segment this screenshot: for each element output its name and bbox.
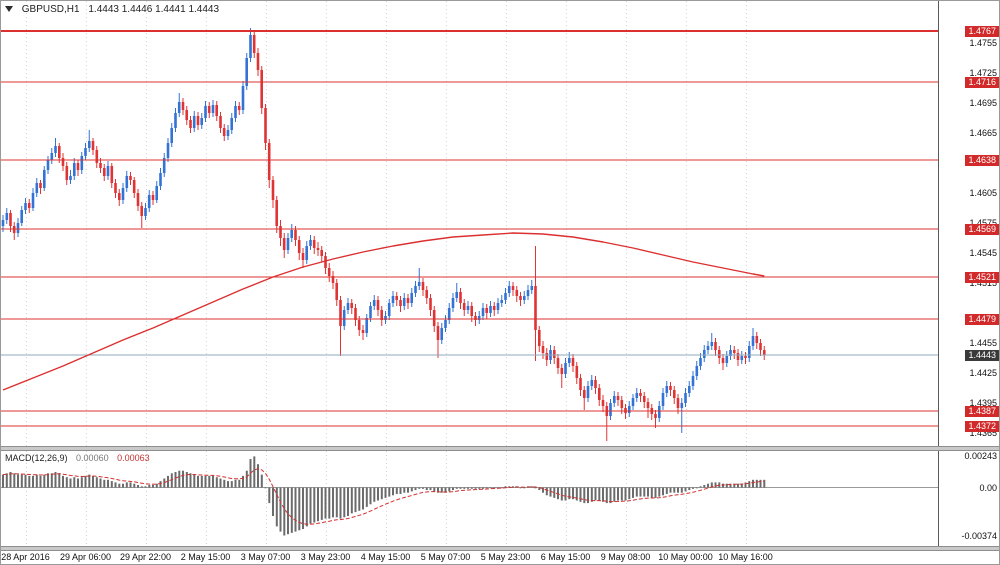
price-tick-label: 1.4575 — [969, 218, 997, 228]
time-axis-label: 3 May 23:00 — [300, 552, 351, 562]
candlestick-series — [1, 28, 766, 441]
level-price-label: 1.4479 — [965, 313, 999, 325]
time-axis[interactable]: 28 Apr 2016 29 Apr 06:00 29 Apr 22:00 2 May… — [1, 551, 938, 564]
level-price-label: 1.4767 — [965, 25, 999, 37]
price-tick-label: 1.4455 — [969, 338, 997, 348]
level-price-label: 1.4372 — [965, 420, 999, 432]
macd-histogram — [2, 456, 766, 536]
time-gridlines-main — [26, 1, 747, 446]
macd-signal-line — [2, 468, 765, 525]
macd-name: MACD(12,26,9) — [5, 453, 68, 463]
time-axis-label: 4 May 15:00 — [360, 552, 411, 562]
time-axis-label: 10 May 00:00 — [658, 552, 713, 562]
time-axis-label: 6 May 15:00 — [540, 552, 591, 562]
macd-tick-label: -0.00374 — [961, 531, 997, 542]
axis-separator-line — [938, 1, 939, 551]
current-price-label: 1.4443 — [965, 349, 999, 361]
price-tick-label: 1.4695 — [969, 98, 997, 108]
macd-tick-label: 0.00 — [979, 482, 997, 493]
price-tick-label: 1.4755 — [969, 38, 997, 48]
level-price-label: 1.4716 — [965, 76, 999, 88]
time-axis-label: 5 May 23:00 — [480, 552, 531, 562]
moving-average-line — [2, 232, 765, 391]
macd-panel-canvas[interactable] — [1, 451, 938, 546]
price-tick-label: 1.4425 — [969, 368, 997, 378]
price-tick-label: 1.4725 — [969, 68, 997, 78]
time-axis-label: 2 May 15:00 — [180, 552, 231, 562]
price-tick-label: 1.4605 — [969, 188, 997, 198]
macd-tick-label: 0.00243 — [964, 451, 997, 462]
price-tick-label: 1.4545 — [969, 248, 997, 258]
ohlc-values: 1.4443 1.4446 1.4441 1.4443 — [88, 4, 220, 15]
price-tick-label: 1.4395 — [969, 398, 997, 408]
time-gridlines-macd — [26, 451, 747, 546]
level-price-label: 1.4569 — [965, 223, 999, 235]
macd-main-value: 0.00060 — [76, 453, 109, 463]
panel-separator-bottom[interactable] — [1, 546, 999, 551]
symbol-ohlc-label: GBPUSD,H1 1.4443 1.4446 1.4441 1.4443 — [5, 4, 225, 15]
horizontal-level-lines[interactable] — [1, 30, 938, 427]
symbol-timeframe: GBPUSD,H1 — [21, 4, 80, 15]
time-axis-label: 29 Apr 22:00 — [119, 552, 172, 562]
panel-separator-top[interactable] — [1, 446, 999, 451]
time-axis-label: 29 Apr 06:00 — [59, 552, 112, 562]
chart-marker-icon — [5, 6, 13, 12]
time-axis-label: 9 May 08:00 — [600, 552, 651, 562]
time-axis-label: 3 May 07:00 — [240, 552, 291, 562]
time-axis-label: 28 Apr 2016 — [1, 552, 50, 562]
macd-indicator-label: MACD(12,26,9) 0.00060 0.00063 — [5, 453, 156, 463]
level-price-label: 1.4521 — [965, 271, 999, 283]
level-price-label: 1.4638 — [965, 154, 999, 166]
price-axis[interactable]: 1.47551.47251.46951.46651.46051.45751.45… — [939, 1, 999, 564]
price-tick-label: 1.4665 — [969, 128, 997, 138]
price-chart-canvas[interactable] — [1, 1, 938, 446]
price-tick-label: 1.4515 — [969, 278, 997, 288]
time-axis-label: 10 May 16:00 — [718, 552, 773, 562]
level-price-label: 1.4387 — [965, 405, 999, 417]
macd-signal-value: 0.00063 — [117, 453, 150, 463]
price-tick-label: 1.4365 — [969, 428, 997, 438]
time-axis-label: 5 May 07:00 — [420, 552, 471, 562]
